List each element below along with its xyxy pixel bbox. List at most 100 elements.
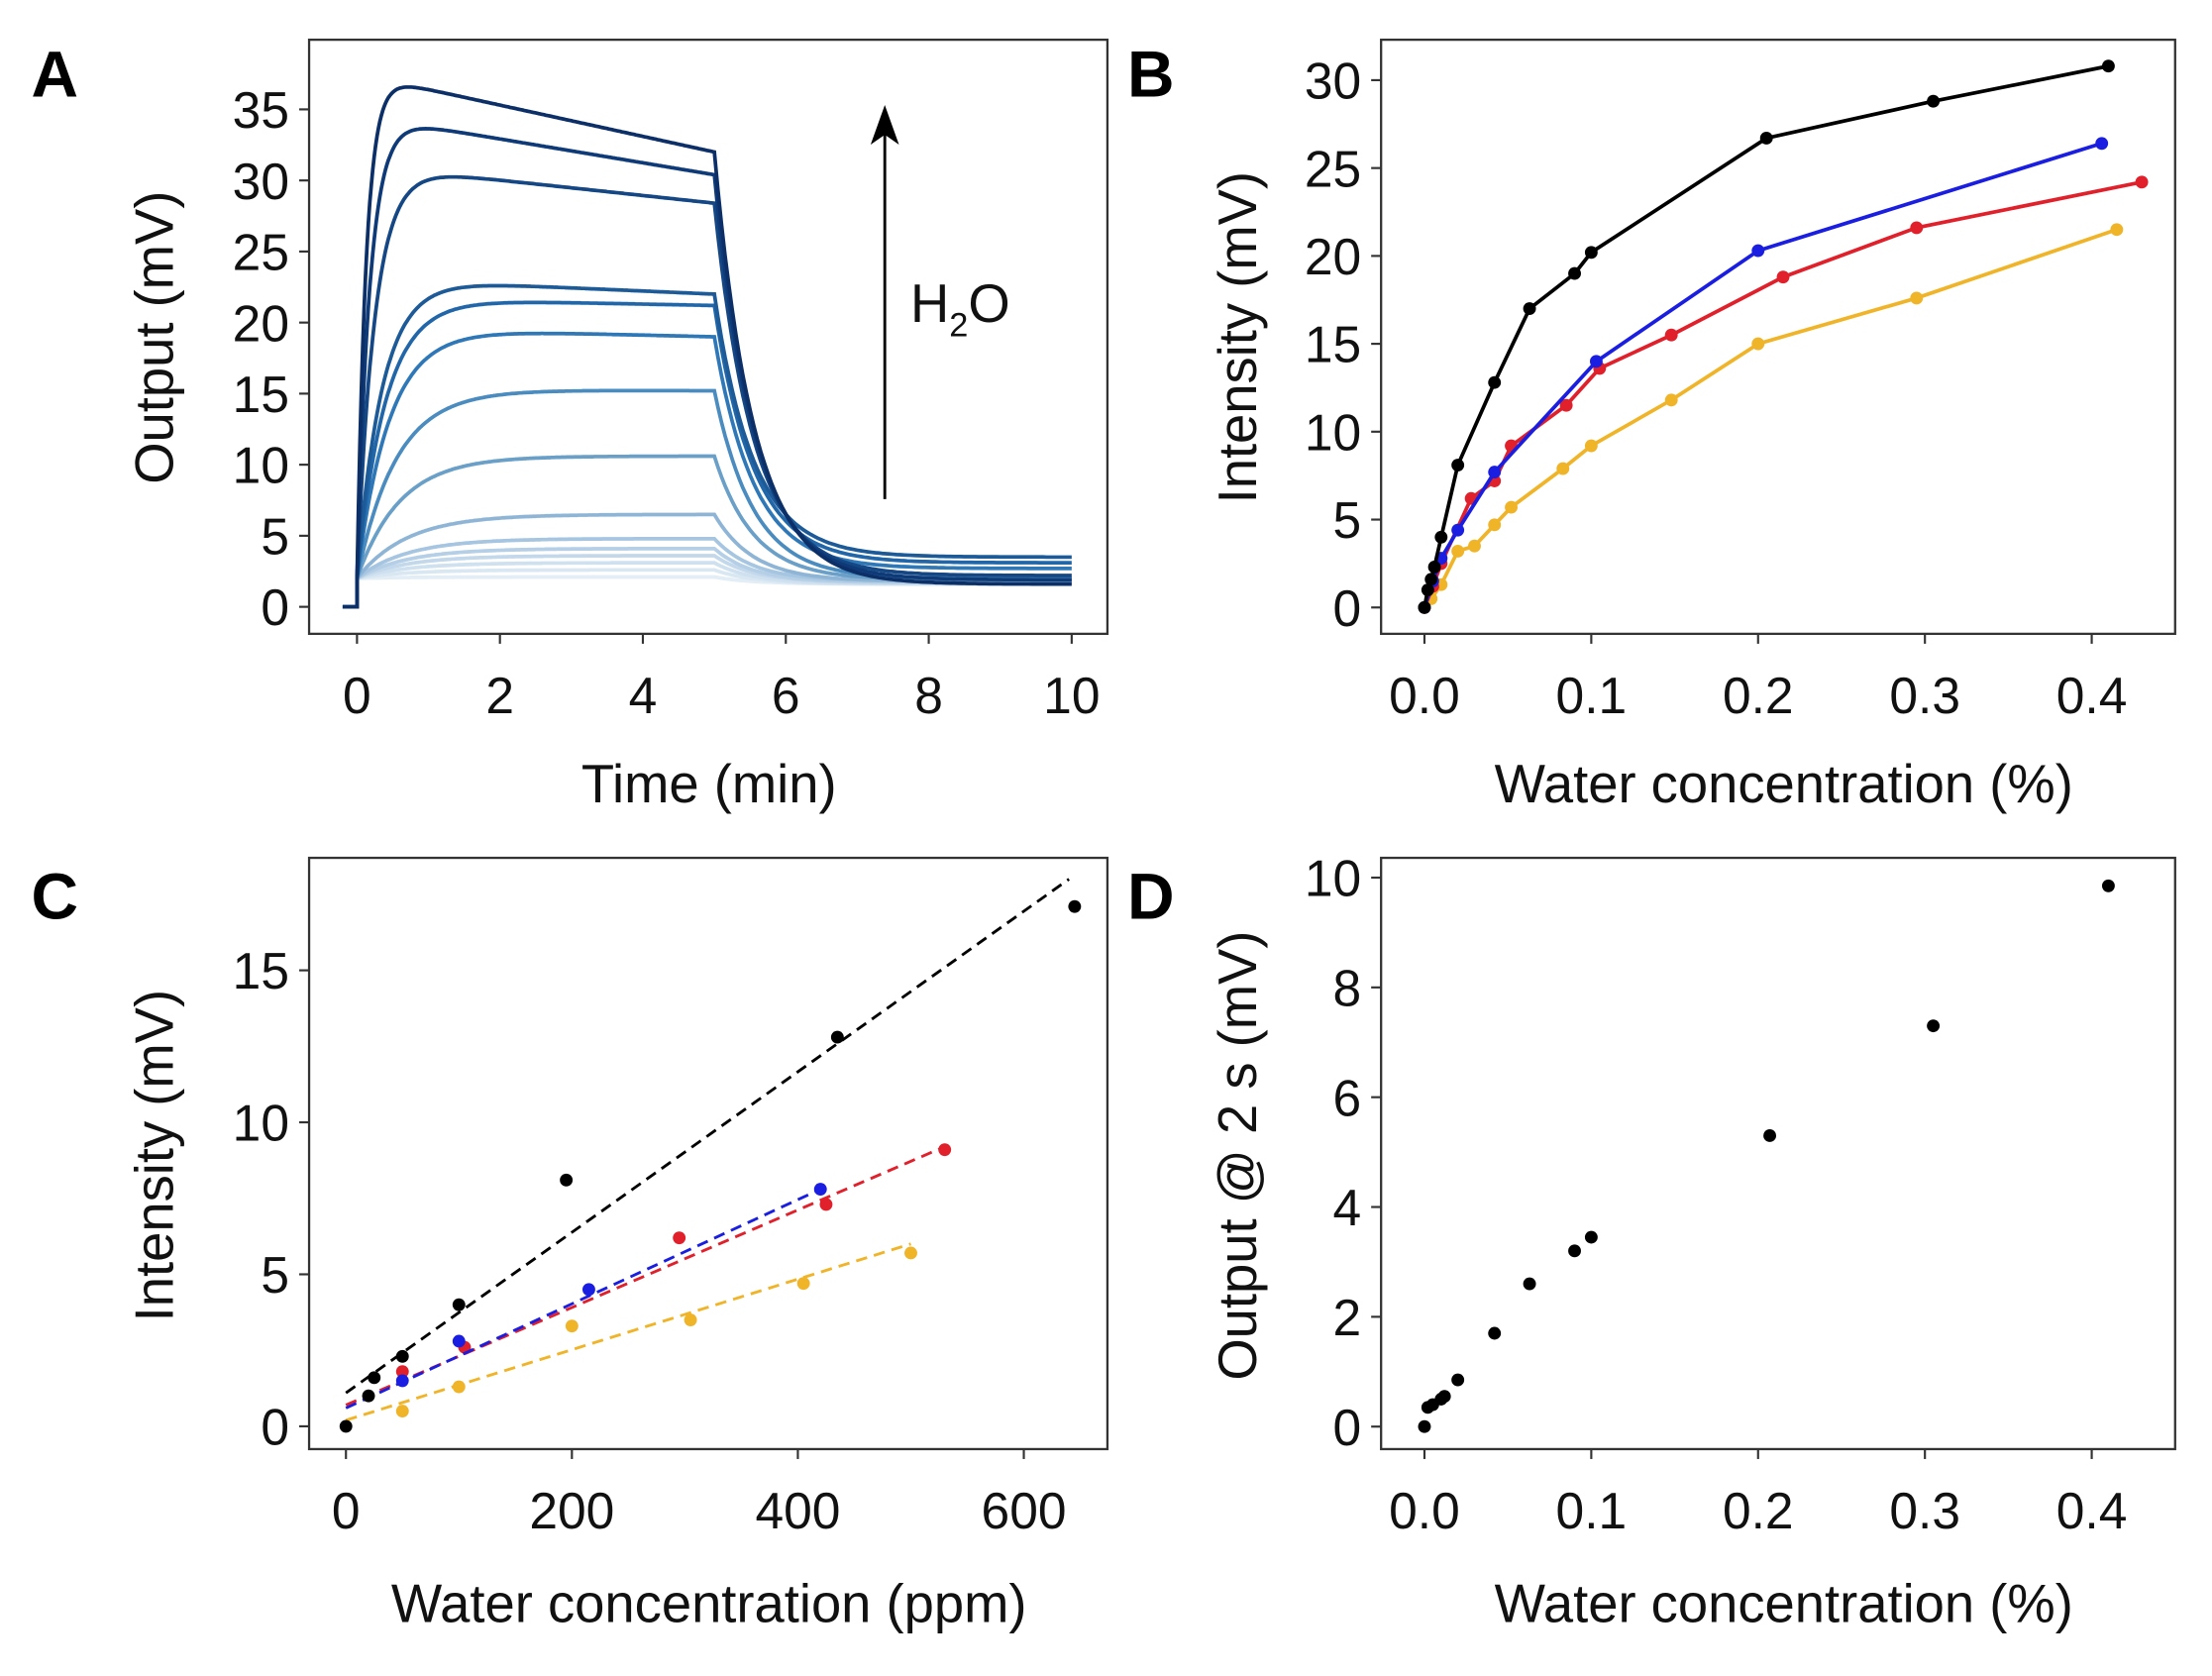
data-point bbox=[684, 1313, 697, 1326]
x-tick-label-c: 200 bbox=[529, 1482, 614, 1539]
data-point bbox=[2101, 879, 2115, 892]
data-point bbox=[1568, 1244, 1581, 1258]
data-point bbox=[2135, 175, 2149, 189]
fit-line bbox=[345, 1145, 946, 1407]
fit-line bbox=[345, 1188, 821, 1410]
y-tick-label-d: 2 bbox=[1332, 1289, 1361, 1346]
data-point bbox=[565, 1319, 579, 1333]
x-tick-label-d: 0.0 bbox=[1389, 1482, 1460, 1539]
plot-area-c bbox=[339, 878, 1082, 1433]
series-line bbox=[1422, 180, 2143, 608]
panel-c: 0 200 400 600 0 5 10 15 bbox=[233, 856, 1109, 1539]
y-tick-label-a: 15 bbox=[233, 366, 289, 423]
response-curve bbox=[342, 85, 1072, 609]
data-point bbox=[938, 1143, 952, 1157]
y-tick-label-a: 25 bbox=[233, 224, 289, 281]
h2o-annotation: H2O bbox=[870, 104, 1010, 499]
data-point bbox=[1927, 1019, 1941, 1033]
plot-area-a bbox=[342, 85, 1072, 609]
data-point bbox=[1556, 462, 1570, 475]
panel-letter-b: B bbox=[1127, 37, 1175, 110]
x-axis-label-c: Water concentration (ppm) bbox=[391, 1574, 1027, 1634]
y-axis-label-a: Output (mV) bbox=[125, 191, 185, 484]
plot-area-b bbox=[1418, 59, 2149, 614]
axes-frame-a bbox=[307, 38, 1109, 636]
y-tick-label-b: 10 bbox=[1305, 403, 1361, 461]
x-tick-label-b: 0.3 bbox=[1889, 667, 1960, 724]
y-tick-label-d: 10 bbox=[1305, 850, 1361, 907]
response-curve bbox=[342, 331, 1072, 609]
data-point bbox=[673, 1231, 686, 1245]
data-point bbox=[1584, 1230, 1598, 1244]
response-curve bbox=[342, 454, 1072, 609]
data-point bbox=[1523, 1277, 1536, 1291]
x-axis-label-d: Water concentration (%) bbox=[1495, 1574, 2073, 1634]
data-point bbox=[339, 1419, 353, 1433]
data-point bbox=[1068, 899, 1082, 913]
data-point bbox=[1488, 375, 1502, 389]
y-tick-label-c: 5 bbox=[261, 1246, 289, 1304]
y-axis-label-d: Output @ 2 s (mV) bbox=[1208, 931, 1268, 1381]
y-axis-label-c: Intensity (mV) bbox=[125, 990, 185, 1321]
data-point bbox=[1589, 355, 1603, 368]
data-point bbox=[1523, 302, 1536, 316]
response-curve bbox=[342, 512, 1072, 609]
y-tick-label-a: 5 bbox=[261, 507, 289, 565]
data-point bbox=[452, 1380, 466, 1394]
x-tick-label-a: 4 bbox=[629, 667, 658, 724]
data-point bbox=[452, 1298, 466, 1311]
data-point bbox=[560, 1173, 574, 1187]
data-point bbox=[904, 1246, 917, 1260]
axes-frame-c bbox=[307, 856, 1109, 1451]
data-point bbox=[2095, 137, 2109, 151]
data-point bbox=[2101, 59, 2115, 73]
x-tick-label-c: 0 bbox=[332, 1482, 361, 1539]
data-point bbox=[1751, 337, 1765, 351]
data-point bbox=[1434, 530, 1448, 544]
data-point bbox=[1584, 439, 1598, 453]
y-tick-label-a: 10 bbox=[233, 437, 289, 494]
data-point bbox=[1505, 500, 1518, 514]
y-tick-label-a: 30 bbox=[233, 153, 289, 210]
x-tick-label-d: 0.3 bbox=[1889, 1482, 1960, 1539]
y-tick-label-b: 30 bbox=[1305, 52, 1361, 110]
data-point bbox=[1451, 459, 1465, 471]
data-point bbox=[1451, 523, 1465, 537]
data-point bbox=[830, 1030, 844, 1044]
x-tick-label-a: 2 bbox=[485, 667, 514, 724]
y-tick-label-b: 25 bbox=[1305, 140, 1361, 197]
series-line bbox=[1422, 228, 2118, 609]
x-tick-label-d: 0.1 bbox=[1556, 1482, 1628, 1539]
series-line bbox=[1422, 63, 2109, 608]
y-tick-label-c: 0 bbox=[261, 1399, 289, 1456]
data-point bbox=[1488, 466, 1502, 479]
data-point bbox=[395, 1374, 409, 1388]
panel-letter-d: D bbox=[1127, 860, 1175, 933]
x-tick-label-c: 600 bbox=[982, 1482, 1067, 1539]
data-point bbox=[1451, 545, 1465, 558]
y-tick-label-d: 4 bbox=[1332, 1179, 1361, 1236]
x-tick-label-b: 0.1 bbox=[1556, 667, 1628, 724]
data-point bbox=[1488, 1326, 1502, 1340]
data-point bbox=[1910, 291, 1924, 305]
h2o-label: H2O bbox=[910, 273, 1010, 344]
fit-line bbox=[345, 1242, 911, 1422]
axes-frame-d bbox=[1380, 856, 2176, 1451]
response-curve bbox=[342, 174, 1072, 609]
response-curve bbox=[342, 126, 1072, 609]
data-point bbox=[796, 1277, 810, 1291]
data-point bbox=[368, 1371, 381, 1385]
response-curve bbox=[342, 300, 1072, 609]
y-tick-label-b: 15 bbox=[1305, 316, 1361, 373]
data-point bbox=[1421, 583, 1434, 596]
data-point bbox=[395, 1405, 409, 1418]
data-point bbox=[1437, 1390, 1451, 1404]
data-point bbox=[1664, 393, 1678, 407]
data-point bbox=[1418, 1419, 1431, 1433]
data-point bbox=[1664, 328, 1678, 342]
data-point bbox=[1584, 246, 1598, 260]
y-tick-label-a: 20 bbox=[233, 294, 289, 352]
h2o-arrow-head-icon bbox=[870, 104, 899, 146]
y-tick-label-b: 0 bbox=[1332, 579, 1361, 637]
x-tick-label-d: 0.2 bbox=[1723, 1482, 1794, 1539]
